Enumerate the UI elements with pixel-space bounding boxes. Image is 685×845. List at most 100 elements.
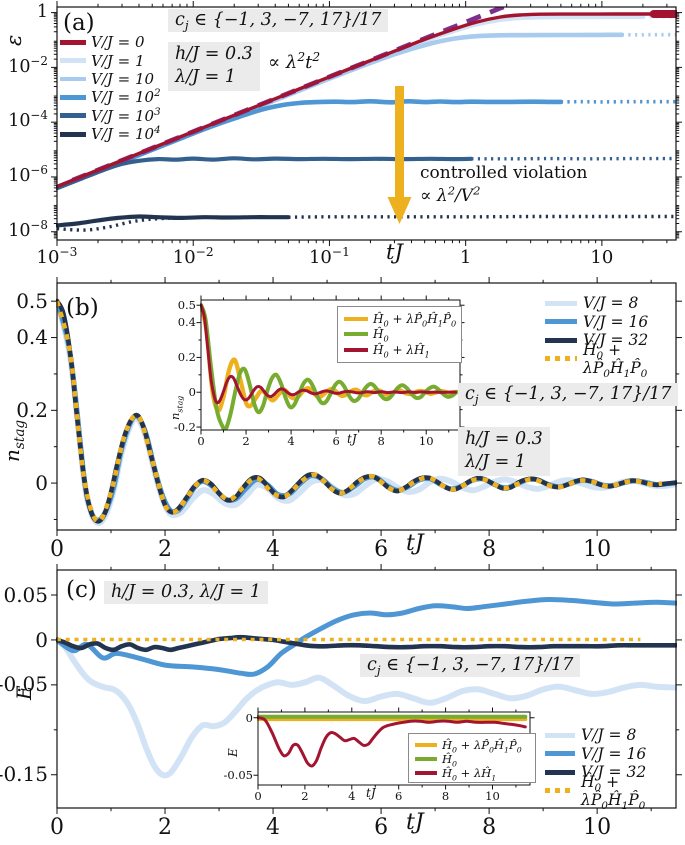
legend-item: Ĥ0 + λĤ1 bbox=[344, 342, 461, 358]
panel-b-cj-annotation: cj ∈ {−1, 3, −7, 17}/17 bbox=[458, 383, 679, 406]
legend-swatch bbox=[344, 347, 368, 352]
panel-a-xlabel: tJ bbox=[386, 240, 403, 264]
legend-item: V/J = 103 bbox=[60, 107, 161, 125]
series-group-c bbox=[56, 596, 677, 779]
axes-box-b_inset bbox=[200, 299, 461, 431]
panel-b-inset-xlabel: tJ bbox=[347, 432, 357, 446]
series-group-c_inset bbox=[257, 714, 528, 768]
panel-c-inset-legend: Ĥ0 + λP̂0Ĥ1P̂0 Ĥ0 Ĥ0 + λĤ1 bbox=[408, 733, 536, 783]
x-tick-label: 10 bbox=[590, 247, 614, 268]
legend-item: Ĥ0 + λP̂0Ĥ1P̂0 bbox=[344, 311, 461, 327]
y-tick-label: 0 bbox=[35, 470, 48, 495]
legend-item: Ĥ0 bbox=[415, 752, 535, 768]
panel-c-ylabel: E bbox=[12, 685, 36, 700]
panel-a-violation-label-line2: ∝ λ2/V2 bbox=[420, 183, 481, 206]
panel-a-ylabel: ε bbox=[2, 34, 26, 46]
series-group-b bbox=[56, 298, 677, 527]
series-a-VJ10000 bbox=[56, 214, 291, 228]
panel-b-ylabel: nstag bbox=[0, 419, 28, 462]
legend-swatch bbox=[415, 743, 437, 747]
panel-b-tag: (b) bbox=[66, 295, 99, 321]
legend-label: Ĥ0 + λP̂0Ĥ1P̂0 bbox=[442, 738, 522, 755]
legend-swatch bbox=[545, 356, 577, 362]
violation-arrow-head bbox=[387, 197, 412, 224]
panel-a-h-over-j: h/J = 0.3 bbox=[175, 44, 253, 64]
x-tick-label: 4 bbox=[348, 789, 356, 803]
x-tick-label: 2 bbox=[158, 815, 173, 840]
panel-c-inset-xlabel: tJ bbox=[366, 786, 376, 800]
series-a-VJ0 bbox=[56, 12, 677, 189]
axis-ticks-c bbox=[51, 564, 682, 814]
legend-item: V/J = 8 bbox=[545, 726, 685, 745]
x-tick-label: 10−3 bbox=[36, 245, 78, 268]
x-tick-label: 6 bbox=[374, 815, 389, 840]
legend-swatch bbox=[415, 757, 437, 761]
legend-label: V/J = 1 bbox=[91, 51, 145, 70]
legend-label: Ĥ0 bbox=[373, 327, 389, 344]
y-tick-label: 0.2 bbox=[177, 350, 196, 365]
panel-b-inset-legend: Ĥ0 + λP̂0Ĥ1P̂0 Ĥ0 Ĥ0 + λĤ1 bbox=[337, 306, 462, 363]
legend-item: V/J = 16 bbox=[545, 745, 685, 764]
x-tick-label: 1 bbox=[459, 247, 472, 268]
x-tick-label: 10 bbox=[418, 434, 434, 448]
legend-label: V/J = 16 bbox=[583, 312, 649, 331]
x-tick-label: 10 bbox=[583, 815, 612, 840]
x-tick-label: 8 bbox=[482, 537, 497, 562]
x-tick-label: 6 bbox=[332, 434, 340, 448]
y-tick-label: 10−2 bbox=[8, 53, 48, 77]
legend-label: V/J = 104 bbox=[91, 125, 161, 144]
panel-a-violation-label-line1: controlled violation bbox=[420, 163, 588, 183]
legend-item: Ĥ0 bbox=[344, 327, 461, 343]
panel-a-tag: (a) bbox=[63, 10, 95, 36]
legend-swatch bbox=[344, 316, 368, 321]
legend-item: Ĥ0 + λP̂0Ĥ1P̂0 bbox=[545, 773, 685, 811]
panel-c-cj-annotation: cj ∈ {−1, 3, −7, 17}/17 bbox=[360, 654, 581, 677]
legend-swatch bbox=[545, 751, 575, 757]
axes-box-c bbox=[56, 569, 677, 809]
x-tick-label: 8 bbox=[482, 815, 497, 840]
legend-swatch bbox=[60, 113, 86, 119]
y-tick-label: 0 bbox=[188, 385, 196, 400]
series-a-VJ100 bbox=[56, 98, 564, 191]
x-tick-label: 10−1 bbox=[308, 245, 350, 268]
panel-b-lambda-over-j: λ/J = 1 bbox=[465, 452, 526, 473]
panel-b-inset-ylabel: nstag bbox=[168, 395, 185, 420]
panel-b-xlabel: tJ bbox=[406, 531, 424, 556]
y-tick-label: 0.4 bbox=[16, 325, 48, 350]
y-tick-label: 0.5 bbox=[16, 288, 48, 313]
series-b_inset-H0-lH1 bbox=[200, 303, 457, 405]
legend-swatch bbox=[60, 58, 86, 63]
legend-swatch bbox=[60, 94, 86, 100]
x-tick-label: 0 bbox=[197, 434, 205, 448]
axes-box-b bbox=[56, 282, 677, 531]
legend-swatch bbox=[60, 39, 86, 45]
legend-item: Ĥ0 + λP̂0Ĥ1P̂0 bbox=[415, 738, 535, 755]
x-tick-label: 8 bbox=[441, 789, 450, 803]
legend-item: V/J = 32 bbox=[545, 331, 685, 350]
legend-item: V/J = 0 bbox=[60, 33, 161, 51]
y-tick-label: -0.05 bbox=[0, 672, 48, 697]
legend-item: V/J = 16 bbox=[545, 313, 685, 332]
panel-c-legend: V/J = 8 V/J = 16 V/J = 32 Ĥ0 + λP̂0Ĥ1P̂0 bbox=[545, 726, 685, 811]
x-tick-label: 6 bbox=[374, 537, 389, 562]
x-tick-label: 6 bbox=[395, 789, 403, 803]
legend-item: V/J = 104 bbox=[60, 125, 161, 143]
panel-a-parameters-annotation: h/J = 0.3 λ/J = 1 bbox=[168, 42, 260, 92]
legend-item: V/J = 8 bbox=[545, 294, 685, 313]
legend-label: Ĥ0 + λĤ1 bbox=[373, 342, 430, 360]
legend-label: V/J = 102 bbox=[91, 88, 161, 107]
x-tick-label: 2 bbox=[301, 789, 309, 803]
legend-label: V/J = 8 bbox=[581, 726, 637, 745]
x-tick-label: 10 bbox=[485, 789, 500, 803]
x-tick-label: 4 bbox=[266, 815, 281, 840]
panel-a-lambda-over-j: λ/J = 1 bbox=[175, 67, 236, 88]
axis-ticks-a bbox=[51, 1, 682, 246]
y-tick-label: -0.2 bbox=[173, 419, 196, 434]
y-tick-label: 0 bbox=[245, 710, 253, 725]
y-tick-label: 0.05 bbox=[3, 582, 48, 607]
y-tick-label: -0.05 bbox=[223, 768, 254, 783]
panel-c-xlabel: tJ bbox=[406, 810, 424, 835]
panel-b-h-over-j: h/J = 0.3 bbox=[465, 429, 543, 449]
x-tick-label: 4 bbox=[266, 537, 281, 562]
